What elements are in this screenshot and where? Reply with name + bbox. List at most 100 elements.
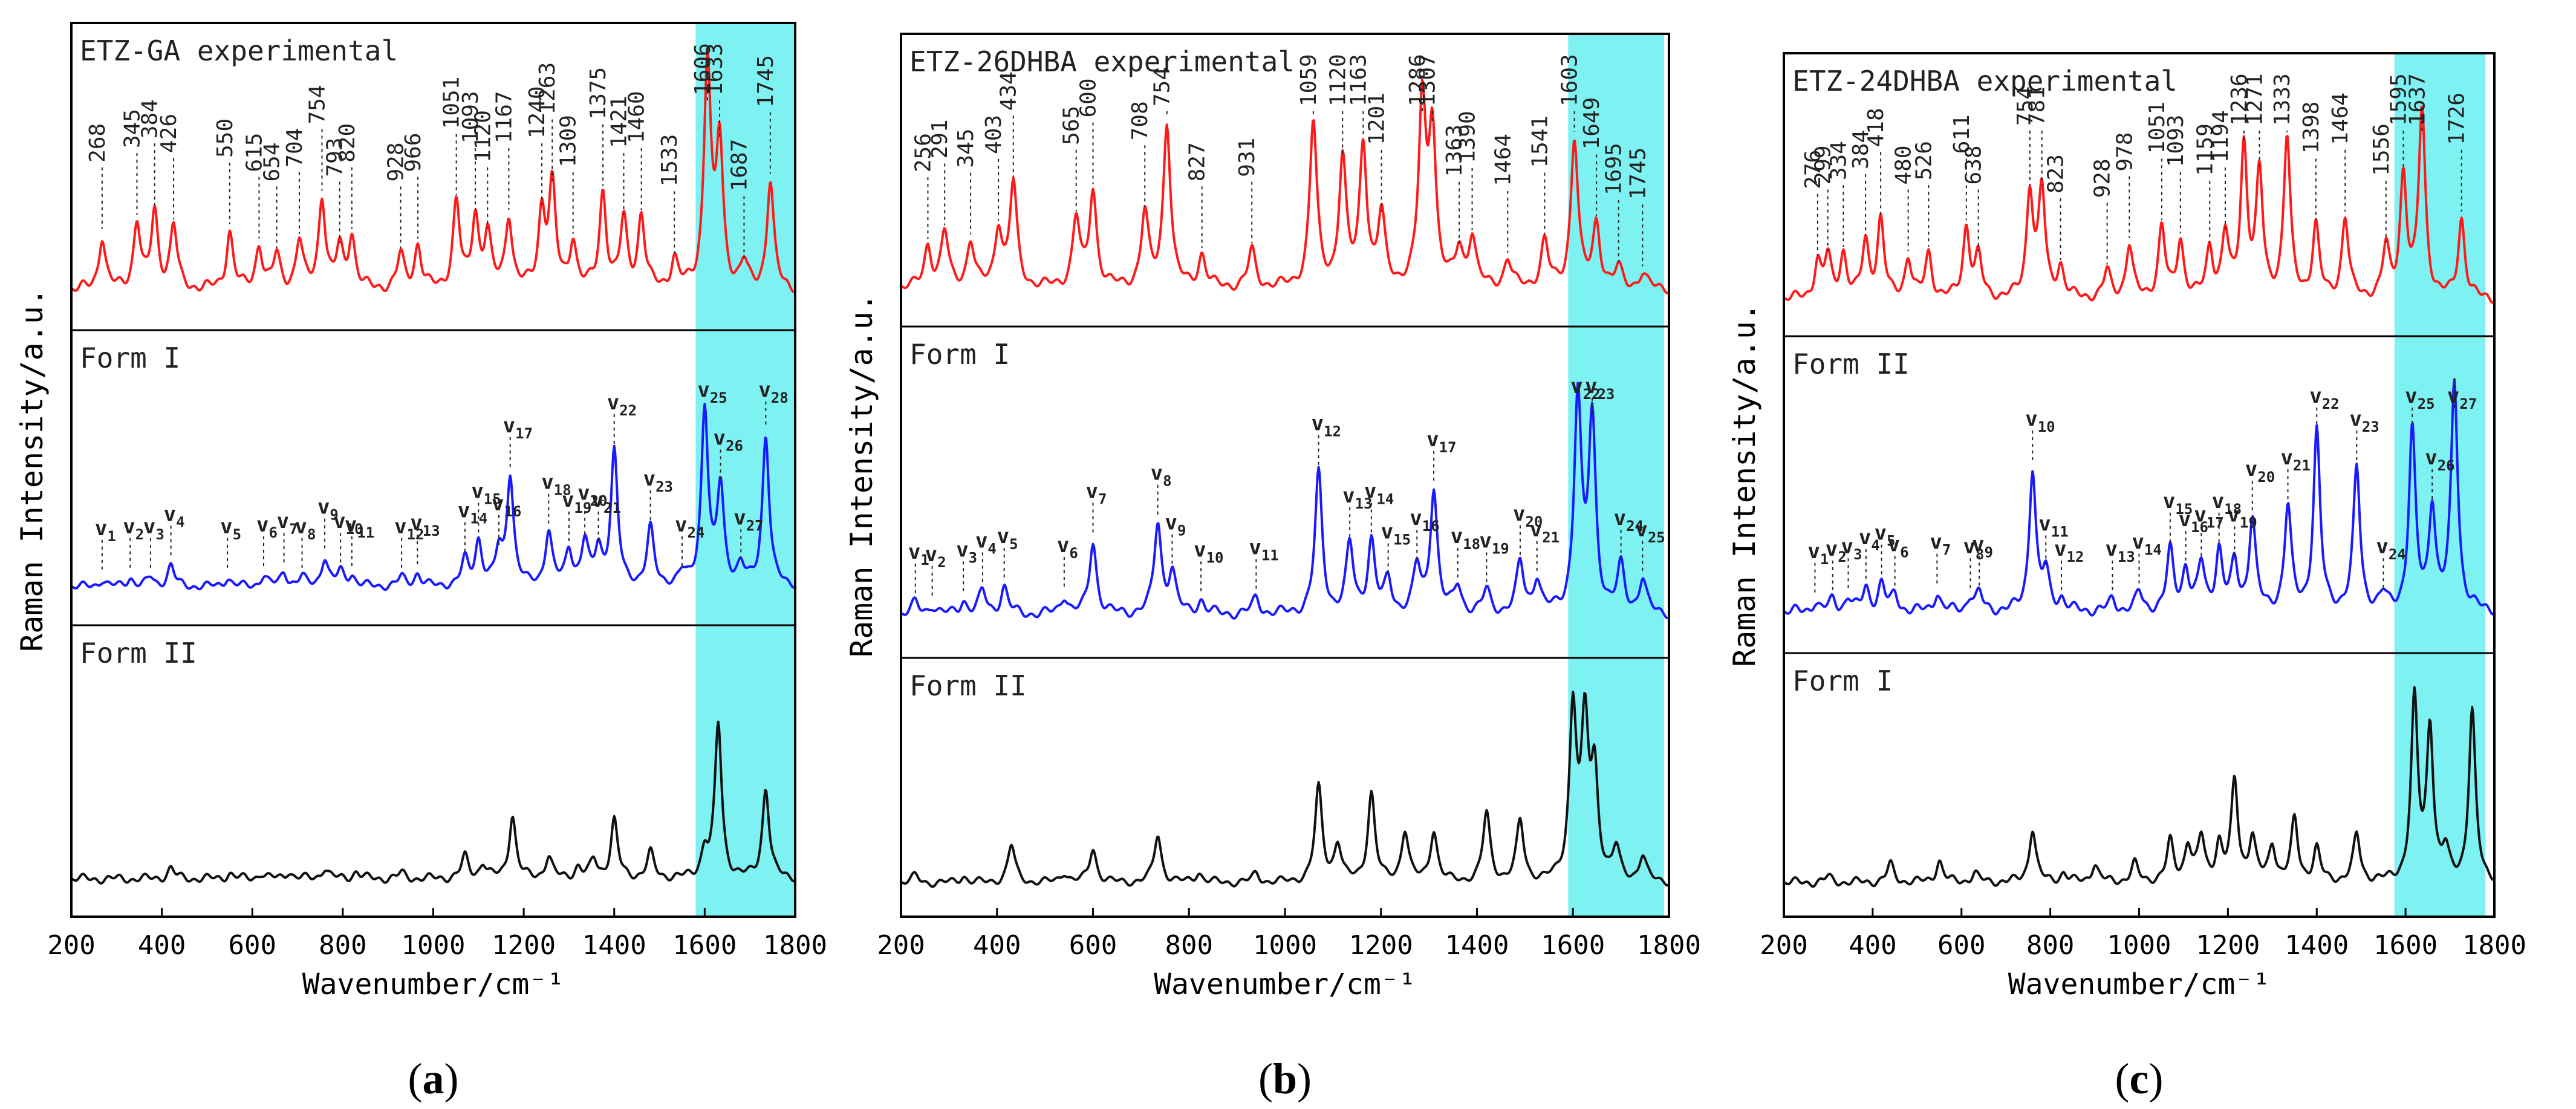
mode-label: v12 bbox=[2054, 537, 2084, 565]
peak-label: 1745 bbox=[1625, 148, 1650, 200]
mode-label: v4 bbox=[975, 528, 997, 557]
peak-label: 1309 bbox=[556, 115, 581, 167]
peak-label: 1603 bbox=[1558, 54, 1582, 106]
subplot-label: Form II bbox=[80, 637, 197, 669]
peak-label: 1464 bbox=[1491, 134, 1515, 186]
peak-label: 931 bbox=[1235, 138, 1260, 177]
subplot-label: ETZ-26DHBA experimental bbox=[909, 45, 1295, 78]
peak-label: 1421 bbox=[607, 96, 631, 148]
plot-frame bbox=[1783, 52, 2496, 918]
peak-label: 1649 bbox=[1579, 97, 1604, 150]
mode-label: v8 bbox=[295, 515, 316, 543]
x-tick-label: 1400 bbox=[1445, 930, 1509, 961]
peak-label: 823 bbox=[2044, 154, 2069, 194]
peak-label: 1286 bbox=[1405, 54, 1430, 106]
mode-label: v5 bbox=[220, 515, 241, 543]
peak-label: 384 bbox=[1849, 130, 1873, 169]
mode-label: v4 bbox=[164, 502, 185, 530]
peak-label: 1236 bbox=[2227, 73, 2252, 126]
x-tick-label: 1800 bbox=[763, 930, 827, 961]
spectrum-line-red bbox=[71, 47, 796, 293]
x-tick-label: 1000 bbox=[2107, 930, 2171, 961]
peak-label: 1059 bbox=[1296, 54, 1321, 106]
peak-label: 1051 bbox=[440, 77, 464, 129]
spectrum-line-blue bbox=[900, 382, 1670, 620]
y-axis-label: Raman Intensity/a.u. bbox=[1727, 303, 1762, 667]
x-axis-label: Wavenumber/cm⁻¹ bbox=[1154, 968, 1416, 1001]
x-tick-label: 200 bbox=[47, 930, 95, 961]
peak-label: 526 bbox=[1911, 141, 1936, 180]
mode-label: v1 bbox=[95, 516, 116, 545]
mode-label: v21 bbox=[2281, 446, 2311, 474]
peak-label: 654 bbox=[260, 142, 285, 181]
x-tick-label: 1400 bbox=[582, 930, 646, 961]
mode-label: v13 bbox=[410, 511, 440, 539]
subplot-3: Form II bbox=[71, 624, 796, 885]
spectrum-line-red bbox=[1783, 105, 2496, 304]
peak-label: 1120 bbox=[1325, 54, 1350, 106]
peak-label: 615 bbox=[242, 133, 267, 172]
peak-label: 1167 bbox=[492, 91, 516, 143]
subplot-label: Form I bbox=[1792, 665, 1893, 697]
mode-label: v11 bbox=[2038, 512, 2068, 541]
mode-label: v9 bbox=[317, 495, 339, 524]
subplot-1: ETZ-24DHBA experimental 27629933438441848… bbox=[1783, 65, 2496, 304]
x-tick-label: 400 bbox=[138, 930, 186, 961]
mode-label: v6 bbox=[1057, 533, 1078, 562]
peak-label: 480 bbox=[1891, 145, 1916, 184]
mode-label: v15 bbox=[1381, 520, 1411, 548]
x-tick-label: 1200 bbox=[492, 930, 556, 961]
subplot-label: Form II bbox=[1792, 348, 1910, 380]
x-axis-label: Wavenumber/cm⁻¹ bbox=[2008, 968, 2270, 1001]
mode-label: v22 bbox=[2309, 384, 2339, 412]
peak-label: 1390 bbox=[1456, 111, 1480, 163]
mode-label: v1 bbox=[1807, 539, 1829, 568]
plot-frame bbox=[900, 33, 1670, 918]
peak-label: 1333 bbox=[2270, 73, 2295, 126]
spectrum-line-black bbox=[900, 691, 1670, 888]
peak-label: 754 bbox=[2013, 86, 2038, 126]
mode-label: v16 bbox=[2179, 507, 2208, 536]
mode-label: v8 bbox=[1151, 461, 1172, 490]
mode-label: v9 bbox=[1165, 511, 1186, 539]
spectrum-line-blue bbox=[1783, 379, 2496, 617]
peak-label: 384 bbox=[138, 99, 163, 138]
mode-label: v11 bbox=[345, 513, 374, 541]
mode-label: v16 bbox=[492, 492, 521, 520]
x-tick-label: 1600 bbox=[672, 930, 737, 961]
subplot-label: Form I bbox=[80, 342, 180, 374]
x-tick-label: 800 bbox=[2026, 930, 2074, 961]
mode-label: v3 bbox=[143, 515, 164, 543]
peak-label: 1307 bbox=[1416, 54, 1440, 106]
mode-label: v19 bbox=[1479, 528, 1509, 557]
peak-label: 345 bbox=[120, 109, 145, 148]
peak-label: 1460 bbox=[625, 91, 649, 143]
mode-label: v7 bbox=[1930, 530, 1951, 559]
x-tick-label: 800 bbox=[319, 930, 366, 961]
mode-label: v6 bbox=[1888, 532, 1909, 561]
peak-label: 1120 bbox=[470, 110, 495, 163]
peak-label: 1271 bbox=[2243, 73, 2268, 126]
mode-label: v5 bbox=[997, 524, 1018, 553]
x-tick-label: 600 bbox=[1937, 930, 1985, 961]
peak-label: 1595 bbox=[2386, 73, 2411, 126]
spectrum-line-black bbox=[1783, 686, 2495, 888]
peak-label: 345 bbox=[954, 129, 978, 168]
mode-label: v14 bbox=[2132, 530, 2162, 559]
peak-label: 793 bbox=[323, 138, 348, 177]
panel-caption: (b) bbox=[1258, 1055, 1312, 1103]
peak-label: 550 bbox=[213, 119, 238, 158]
peak-label: 1093 bbox=[458, 91, 483, 143]
x-tick-label: 600 bbox=[1069, 930, 1117, 961]
peak-label: 1398 bbox=[2299, 102, 2324, 154]
peak-label: 299 bbox=[1811, 145, 1836, 184]
mode-label: v6 bbox=[256, 513, 278, 541]
mode-label: v20 bbox=[2245, 457, 2275, 486]
panel-caption: (a) bbox=[408, 1055, 459, 1103]
x-tick-label: 1000 bbox=[402, 930, 466, 961]
mode-label: v9 bbox=[1972, 532, 1993, 561]
subplot-3: Form I bbox=[1783, 652, 2495, 888]
